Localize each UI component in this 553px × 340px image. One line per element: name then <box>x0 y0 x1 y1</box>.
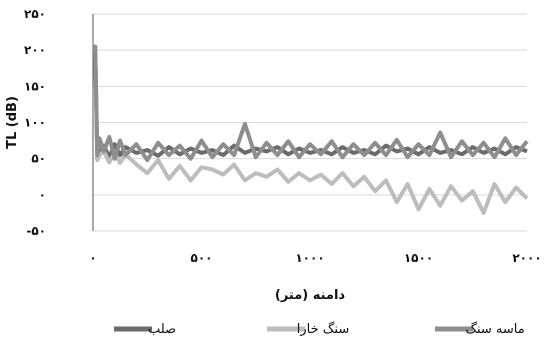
x-tick-label: ۲۰۰۰ <box>512 251 541 265</box>
legend: صلب سنگ خارا ماسه سنگ <box>114 321 525 337</box>
y-tick-label: ۰ <box>39 188 46 202</box>
y-tick-label: ۲۵۰ <box>24 7 46 21</box>
y-tick-label: ۱۰۰ <box>24 116 46 130</box>
gridlines <box>93 13 527 232</box>
y-tick-label: ۲۰۰ <box>24 43 46 57</box>
series-line <box>93 44 529 215</box>
x-axis-title: دامنه (متر) <box>275 288 346 303</box>
x-tick-label: ۵۰۰ <box>191 251 213 265</box>
y-axis-title: TL (dB) <box>5 96 20 149</box>
legend-label: صلب <box>148 322 176 337</box>
y-tick-label: ۱۵۰ <box>24 79 46 93</box>
y-tick-label: ۵۰ <box>31 152 46 166</box>
y-tick-label: -۵۰ <box>26 224 46 238</box>
x-tick-label: ۰ <box>89 251 96 265</box>
legend-label: ماسه سنگ <box>465 321 524 337</box>
legend-label: سنگ خارا <box>297 321 349 337</box>
series-lines <box>93 44 529 215</box>
series-line <box>93 44 529 163</box>
x-tick-label: ۱۰۰۰ <box>295 251 324 265</box>
x-tick-label: ۱۵۰۰ <box>404 251 433 265</box>
